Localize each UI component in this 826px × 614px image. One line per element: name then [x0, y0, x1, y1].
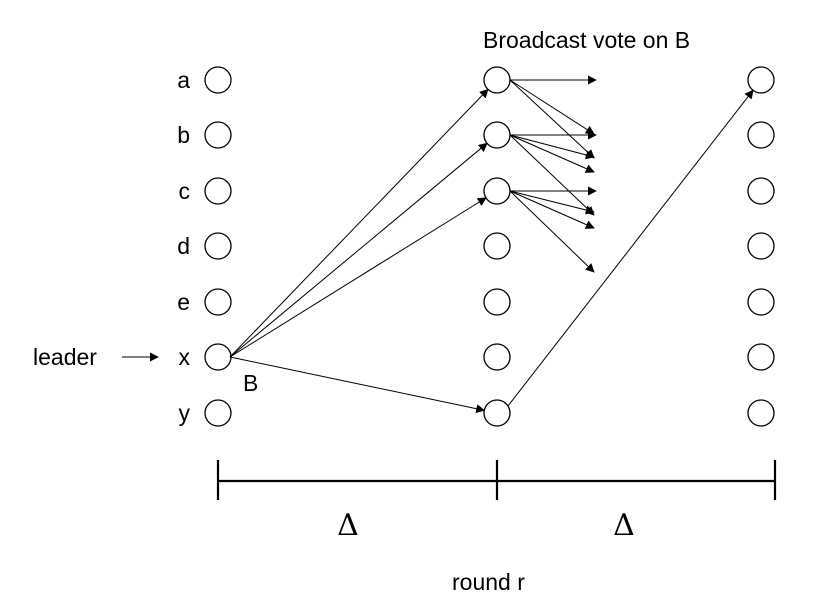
column-middle	[483, 66, 511, 427]
node-c-col3	[747, 177, 775, 205]
node-x-col1	[204, 343, 232, 371]
arrow-leader-to-a	[229, 88, 489, 358]
arrow-leader-to-y	[229, 356, 486, 414]
arrow-leader-to-c	[229, 197, 487, 358]
node-c-col1	[204, 177, 232, 205]
node-d-col3	[747, 232, 775, 260]
message-arrows	[229, 75, 754, 414]
arrow-broadcast-a-3	[509, 79, 595, 159]
node-label-e: e	[177, 289, 190, 315]
block-label: B	[243, 370, 258, 396]
node-d-col1	[204, 232, 232, 260]
arrow-broadcast-b-2	[509, 134, 595, 160]
node-b-col3	[747, 121, 775, 149]
arrow-leader-to-b	[229, 142, 488, 358]
round-label: round r	[452, 569, 525, 595]
arrow-broadcast-b-3	[509, 134, 595, 173]
node-label-c: c	[179, 178, 191, 204]
node-a-col3	[747, 66, 775, 94]
node-label-y: y	[179, 400, 191, 426]
node-b-col2	[483, 121, 511, 149]
arrow-y-to-a	[507, 89, 754, 407]
node-b-col1	[204, 121, 232, 149]
node-e-col1	[204, 288, 232, 316]
node-label-b: b	[177, 122, 190, 148]
diagram-title: Broadcast vote on B	[483, 27, 690, 53]
node-d-col2	[483, 232, 511, 260]
node-y-col3	[747, 399, 775, 427]
node-x-col2	[483, 343, 511, 371]
node-label-x: x	[179, 344, 191, 370]
node-label-d: d	[177, 233, 190, 259]
node-y-col1	[204, 399, 232, 427]
arrow-broadcast-b-4	[509, 134, 595, 216]
node-x-col3	[747, 343, 775, 371]
node-label-a: a	[177, 67, 190, 93]
arrow-broadcast-c-3	[509, 190, 595, 229]
node-y-col2	[483, 399, 511, 427]
node-c-col2	[483, 177, 511, 205]
node-a-col2	[483, 66, 511, 94]
arrow-broadcast-c-2	[509, 190, 595, 215]
leader-label: leader	[33, 344, 97, 370]
node-e-col3	[747, 288, 775, 316]
arrow-broadcast-c-4	[509, 190, 595, 273]
column-start	[204, 66, 232, 427]
node-labels: a b c d e x y	[177, 67, 190, 426]
column-end	[747, 66, 775, 427]
node-a-col1	[204, 66, 232, 94]
node-e-col2	[483, 288, 511, 316]
arrow-broadcast-a-2	[509, 79, 595, 135]
interval-label-2: Δ	[613, 508, 635, 543]
interval-label-1: Δ	[337, 508, 359, 543]
